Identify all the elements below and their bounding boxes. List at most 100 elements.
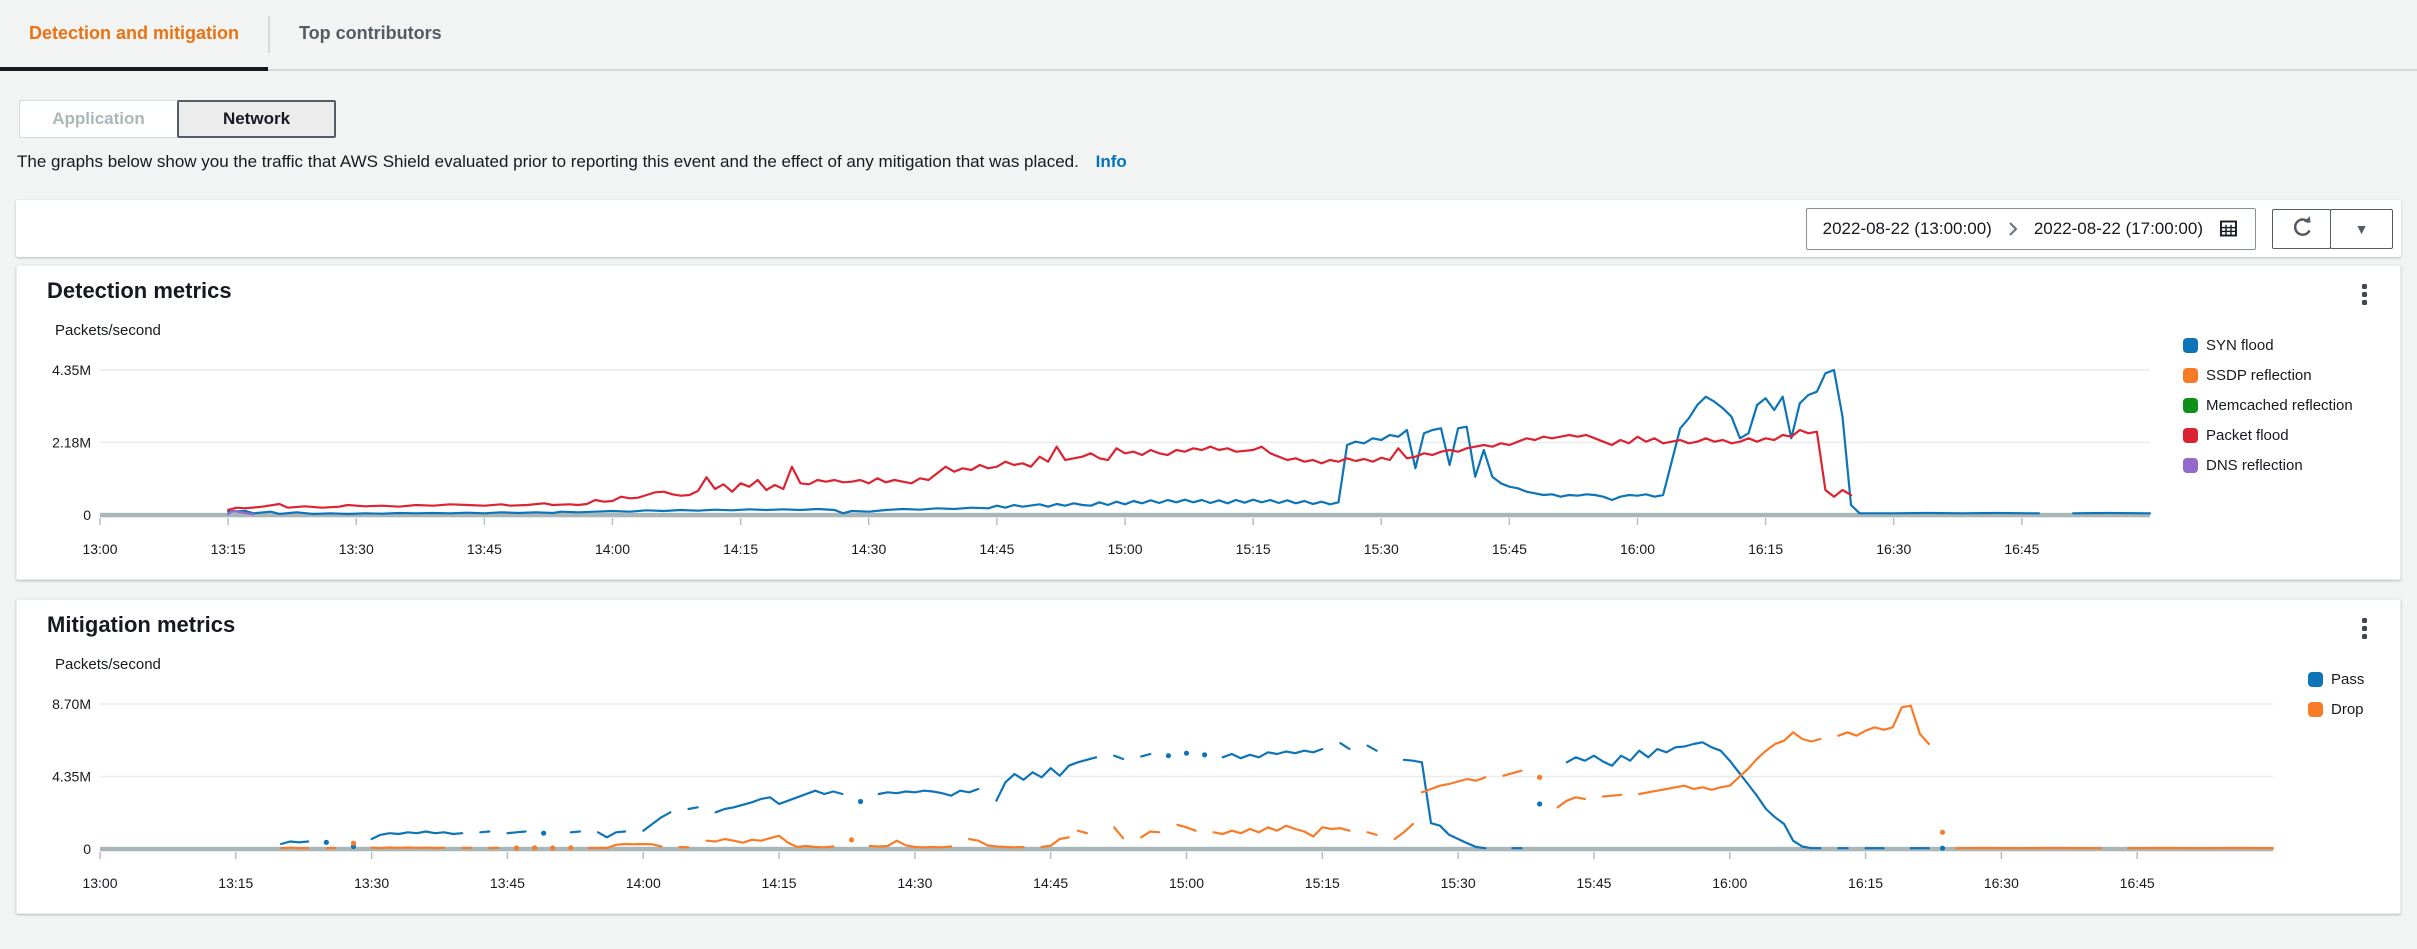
x-tick-label: 16:15	[1848, 875, 1883, 891]
mitigation-chart: 8.70M 4.35M 0 13:00 13:15 13:30 13:45 14:00 14:1…	[52, 696, 2275, 891]
legend-item[interactable]: DNS reflection	[2183, 450, 2353, 480]
toggle-application[interactable]: Application	[19, 100, 178, 138]
y-tick-label: 0	[83, 507, 91, 523]
series-line-pass	[1565, 741, 1822, 850]
legend-label: Pass	[2331, 670, 2365, 688]
x-tick-label: 13:00	[82, 875, 117, 891]
series-line-syn-flood	[227, 368, 2041, 516]
x-tick-label: 14:30	[897, 875, 932, 891]
toggle-network[interactable]: Network	[177, 100, 336, 138]
series-line-drop	[1140, 830, 1161, 839]
series-line-pass	[280, 840, 310, 846]
chevron-right-icon	[2007, 221, 2019, 237]
mitigation-legend: Pass Drop	[2308, 664, 2364, 724]
series-point-pass	[857, 798, 864, 805]
caret-down-icon: ▼	[2354, 220, 2369, 237]
panel-menu-kebab-icon[interactable]	[2354, 616, 2374, 641]
series-point-pass	[1202, 752, 1208, 758]
series-line-drop	[868, 839, 953, 849]
series-line-drop	[705, 834, 835, 849]
refresh-icon	[2288, 213, 2316, 244]
series-line-drop	[1556, 796, 1587, 809]
series-line-pass	[1221, 747, 1324, 760]
legend-item[interactable]: SSDP reflection	[2183, 360, 2353, 390]
tab-detection-and-mitigation[interactable]: Detection and mitigation	[0, 0, 269, 71]
series-line-pass	[877, 787, 980, 797]
panel-menu-kebab-icon[interactable]	[2354, 282, 2374, 307]
x-tick-label: 16:45	[2004, 541, 2039, 557]
series-line-pass	[642, 811, 672, 832]
legend-color-chip	[2183, 427, 2198, 443]
x-tick-label: 16:45	[2120, 875, 2155, 891]
legend-item[interactable]: Pass	[2308, 664, 2364, 694]
legend-label: Drop	[2331, 700, 2364, 718]
x-tick-label: 16:00	[1620, 541, 1655, 557]
panel-title: Detection metrics	[47, 278, 232, 303]
x-tick-label: 15:15	[1236, 541, 1271, 557]
shield-event-page: Detection and mitigation Top contributors…	[0, 0, 2417, 914]
x-tick-label: 14:45	[979, 541, 1014, 557]
series-line-pass	[596, 830, 627, 839]
legend-color-chip	[2183, 397, 2198, 413]
x-tick-label: 16:15	[1748, 541, 1783, 557]
x-tick-label: 15:30	[1364, 541, 1399, 557]
refresh-button[interactable]	[2272, 208, 2331, 249]
series-line-drop	[1601, 793, 1623, 798]
series-line-pass	[569, 830, 582, 834]
date-range-picker[interactable]: 2022-08-22 (13:00:00) 2022-08-22 (17:00:…	[1805, 207, 2256, 250]
series-point-drop	[550, 845, 556, 851]
legend-label: SYN flood	[2206, 336, 2274, 354]
legend-color-chip	[2308, 671, 2323, 687]
series-point-drop	[568, 845, 574, 851]
series-line-drop	[1420, 776, 1487, 794]
x-tick-label: 13:45	[467, 541, 502, 557]
series-point-drop	[513, 845, 520, 851]
series-line-drop	[280, 846, 310, 850]
x-tick-label: 14:45	[1033, 875, 1068, 891]
y-tick-label: 4.35M	[52, 769, 91, 785]
series-point-drop	[532, 845, 538, 851]
series-line-pass	[1402, 758, 1487, 850]
detection-chart: 4.35M 2.18M 0 13:00 13:15 13:30 13:45 14:00 14:1…	[52, 362, 2152, 557]
x-tick-label: 16:30	[1876, 541, 1911, 557]
x-tick-label: 14:15	[762, 875, 797, 891]
y-tick-label: 8.70M	[52, 696, 91, 712]
series-line-drop	[1112, 826, 1125, 840]
legend-label: SSDP reflection	[2206, 366, 2312, 384]
series-point-pass	[1165, 753, 1171, 759]
x-tick-label: 15:00	[1107, 541, 1142, 557]
legend-item[interactable]: Packet flood	[2183, 420, 2353, 450]
legend-item[interactable]: Drop	[2308, 694, 2364, 724]
series-line-pass	[995, 756, 1098, 802]
tab-top-contributors[interactable]: Top contributors	[299, 23, 442, 43]
legend-color-chip	[2308, 701, 2323, 717]
series-point-pass	[541, 830, 547, 836]
series-line-pass	[1339, 742, 1351, 751]
series-line-drop	[1638, 731, 1822, 796]
series-line-pass	[370, 830, 464, 841]
calendar-icon	[2218, 218, 2239, 239]
legend-label: Memcached reflection	[2206, 396, 2353, 414]
series-line-drop	[587, 842, 663, 850]
x-tick-label: 15:00	[1169, 875, 1204, 891]
series-point-drop	[1939, 829, 1946, 835]
x-tick-label: 13:15	[218, 875, 253, 891]
legend-item[interactable]: Memcached reflection	[2183, 390, 2353, 420]
series-line-packet-flood	[227, 428, 1853, 512]
x-tick-label: 15:45	[1492, 541, 1527, 557]
x-tick-label: 15:45	[1576, 875, 1611, 891]
x-tick-label: 16:00	[1712, 875, 1747, 891]
info-link[interactable]: Info	[1095, 152, 1127, 171]
time-range-dropdown-button[interactable]: ▼	[2330, 208, 2393, 249]
series-line-dns-reflection	[227, 509, 255, 516]
x-tick-label: 16:30	[1984, 875, 2019, 891]
x-tick-label: 14:00	[626, 875, 661, 891]
x-axis-baseline	[100, 846, 2273, 852]
legend-item[interactable]: SYN flood	[2183, 330, 2353, 360]
series-point-pass	[1939, 845, 1946, 851]
series-line-drop	[1076, 829, 1089, 835]
x-tick-label: 13:15	[211, 541, 246, 557]
x-tick-label: 14:15	[723, 541, 758, 557]
detection-metrics-panel: Detection metrics Packets/second 4.35M 2.…	[16, 265, 2401, 580]
mitigation-metrics-panel: Mitigation metrics Packets/second 8.70M 4…	[16, 599, 2401, 914]
